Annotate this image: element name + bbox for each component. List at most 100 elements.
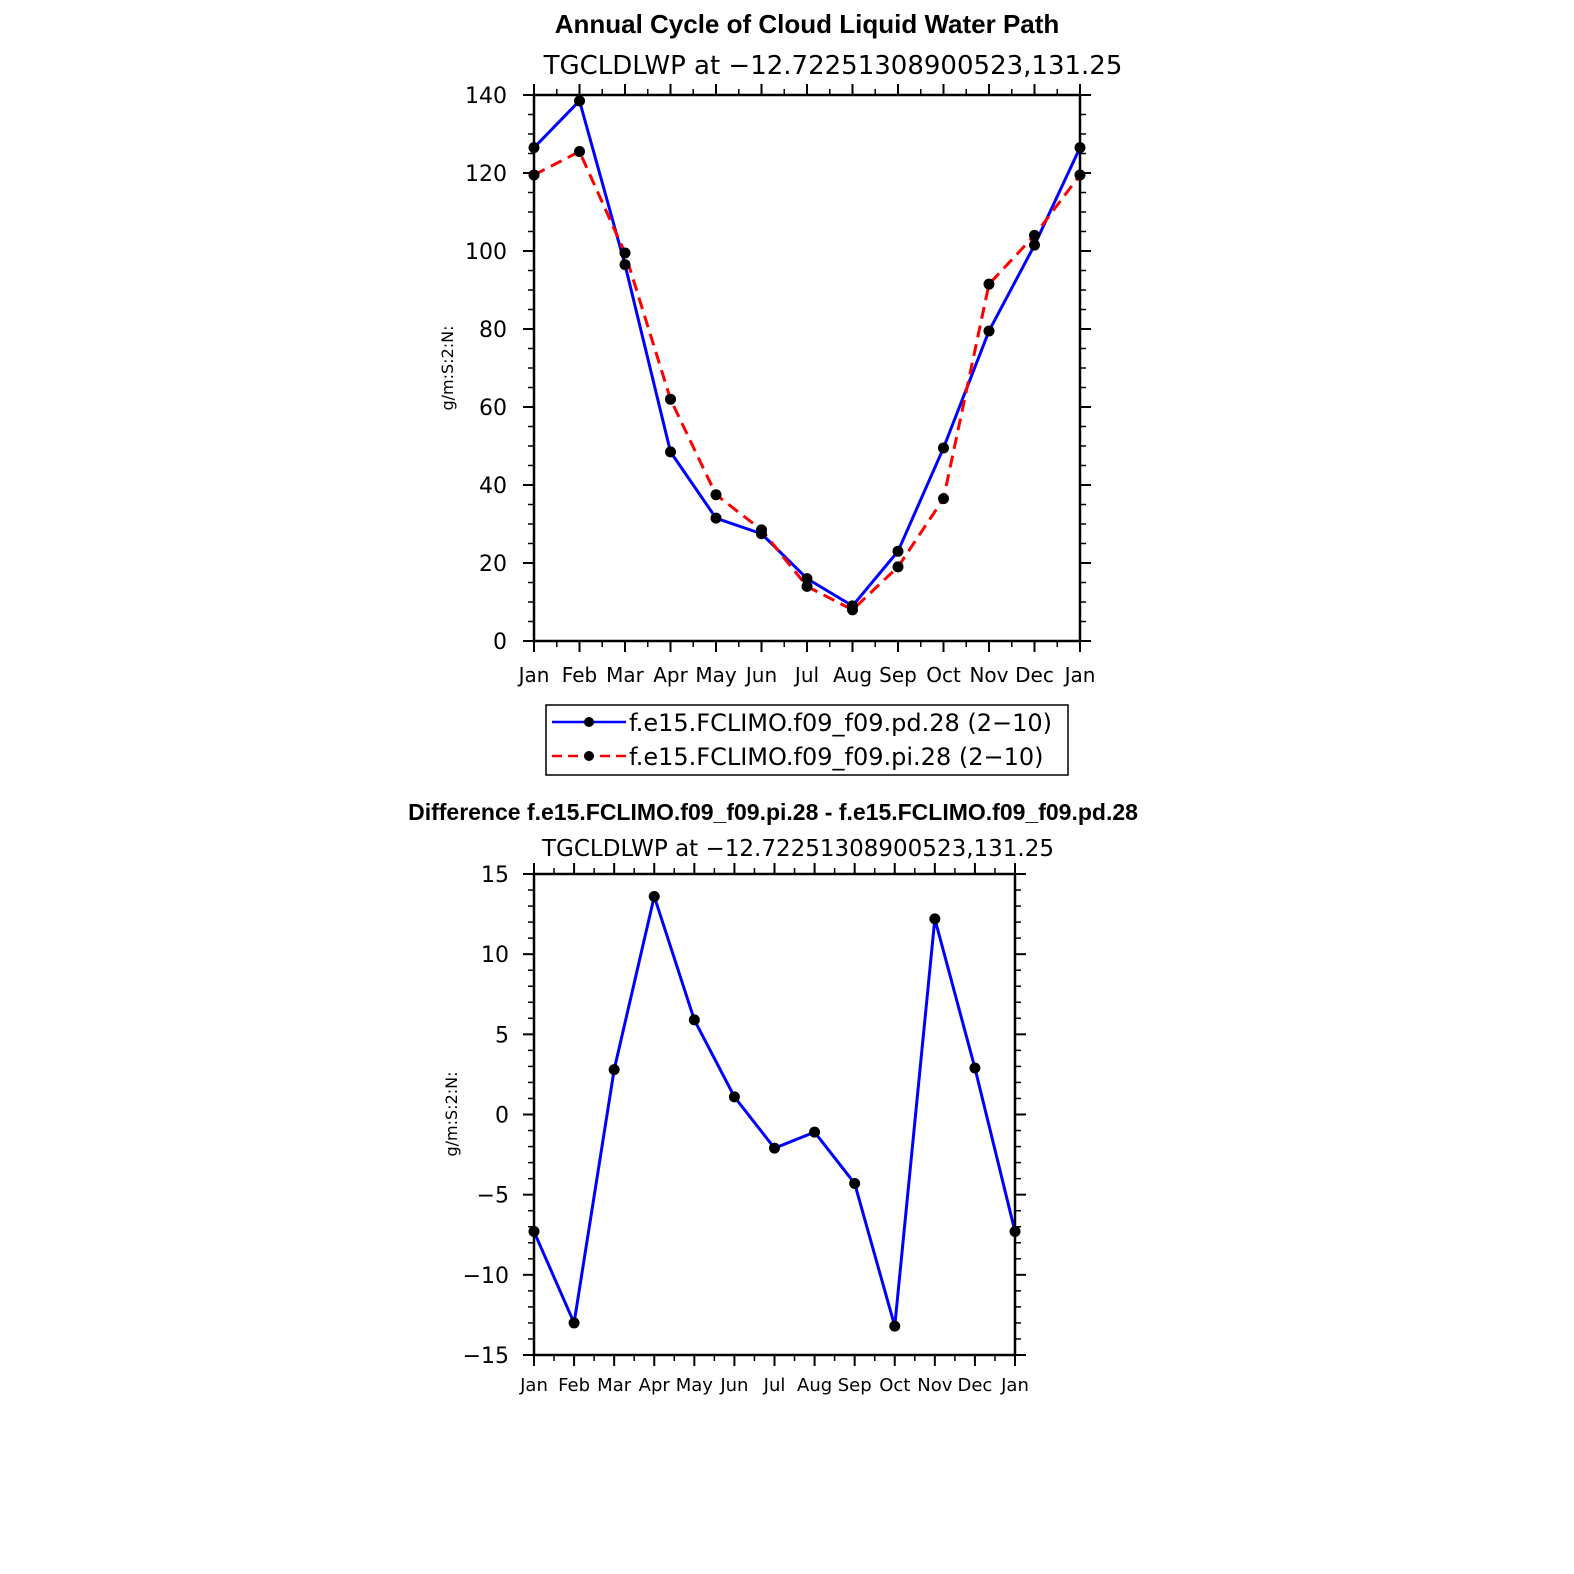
c1-y-tick-label: 60 xyxy=(479,396,507,421)
c2-x-tick-label: Feb xyxy=(558,1375,590,1396)
c1-x-tick-label: Nov xyxy=(969,663,1008,687)
c1-x-tick-label: Feb xyxy=(562,663,597,687)
c1-x-tick-label: Aug xyxy=(833,663,872,687)
c1-data-point xyxy=(1029,239,1040,251)
chart2-plot-frame xyxy=(532,872,1017,1357)
c1-data-point xyxy=(801,580,813,592)
c2-y-tick-label: 10 xyxy=(481,943,509,968)
c2-x-tick-label: Jan xyxy=(519,1375,548,1396)
c1-x-tick-label: Jun xyxy=(744,663,777,687)
c2-data-point xyxy=(648,890,660,902)
c1-data-point xyxy=(938,442,949,454)
c1-x-tick-label: Mar xyxy=(606,663,645,687)
c2-x-tick-label: May xyxy=(676,1375,714,1396)
c2-data-point xyxy=(889,1320,901,1332)
c2-x-tick-label: Jan xyxy=(1000,1375,1029,1396)
c1-data-point xyxy=(892,545,904,557)
c1-x-tick-label: Jan xyxy=(517,663,550,687)
c2-data-point xyxy=(849,1177,861,1189)
chart1-y-tick-labels: 0 20 40 60 80 100 120 140 xyxy=(465,84,507,655)
c1-y-tick-label: 20 xyxy=(479,552,507,577)
c1-x-tick-label: Dec xyxy=(1015,663,1054,687)
c2-data-point xyxy=(809,1126,821,1138)
c2-y-tick-label: −15 xyxy=(463,1344,509,1369)
chart2-y-axis-label: g/m:S:2:N: xyxy=(442,1072,461,1157)
c1-data-point xyxy=(710,512,722,524)
c1-x-tick-label: Jan xyxy=(1063,663,1096,687)
legend-marker-pi xyxy=(584,751,594,761)
chart2-y-tick-labels: −15 −10 −5 0 5 10 15 xyxy=(463,863,509,1369)
c1-data-point xyxy=(619,247,631,259)
c2-y-tick-label: 0 xyxy=(495,1104,509,1129)
chart1-x-tick-labels: Jan Feb Mar Apr May Jun Jul Aug Sep Oct Nov Dec Jan xyxy=(517,663,1096,687)
c2-x-tick-label: Mar xyxy=(597,1375,632,1396)
chart1-ticks xyxy=(523,84,1091,652)
chart2-x-tick-labels: Jan Feb Mar Apr May Jun Jul Aug Sep Oct Nov Dec Jan xyxy=(519,1375,1029,1396)
c1-data-point xyxy=(983,325,995,337)
c1-y-tick-label: 120 xyxy=(465,162,507,187)
c2-x-tick-label: Nov xyxy=(917,1375,952,1396)
c1-x-tick-label: Apr xyxy=(653,663,688,687)
legend-marker-pd xyxy=(584,717,594,727)
c1-data-point xyxy=(756,524,767,536)
c2-data-point xyxy=(769,1142,780,1154)
c1-series-line-0 xyxy=(532,99,1082,608)
c2-x-tick-label: Jul xyxy=(763,1375,786,1396)
c1-data-point xyxy=(938,493,949,505)
c1-series-line-1 xyxy=(533,150,1082,612)
c1-data-point xyxy=(665,393,676,405)
c1-x-tick-label: Jul xyxy=(793,663,819,687)
c2-x-tick-label: Oct xyxy=(879,1375,910,1396)
c2-x-tick-label: Dec xyxy=(957,1375,992,1396)
c2-data-point xyxy=(728,1091,740,1103)
c1-data-point xyxy=(1029,229,1040,241)
c1-data-point xyxy=(710,489,722,501)
c1-data-point xyxy=(574,95,585,107)
c1-x-tick-label: Oct xyxy=(926,663,961,687)
c1-data-point xyxy=(619,259,631,271)
c1-y-tick-label: 80 xyxy=(479,318,507,343)
c1-x-tick-label: May xyxy=(695,663,737,687)
c1-y-tick-label: 100 xyxy=(465,240,507,265)
c1-y-tick-label: 140 xyxy=(465,84,507,109)
c1-data-point xyxy=(574,146,585,158)
c2-data-point xyxy=(969,1062,981,1074)
c1-x-tick-label: Sep xyxy=(879,663,917,687)
c2-x-tick-label: Apr xyxy=(639,1375,671,1396)
chart1-title: Annual Cycle of Cloud Liquid Water Path xyxy=(555,9,1060,39)
c1-data-point xyxy=(665,446,676,458)
c2-data-point xyxy=(929,913,941,925)
c1-y-tick-label: 0 xyxy=(493,630,507,655)
annual-cycle-chart: Annual Cycle of Cloud Liquid Water Path … xyxy=(438,9,1123,776)
chart1-plot-frame xyxy=(532,93,1082,643)
difference-chart: Difference f.e15.FCLIMO.f09_f09.pi.28 - … xyxy=(408,799,1138,1396)
chart2-ticks xyxy=(523,863,1026,1366)
chart1-legend: f.e15.FCLIMO.f09_f09.pd.28 (2−10) f.e15.… xyxy=(545,704,1069,776)
c2-data-point xyxy=(688,1014,700,1026)
c2-y-tick-label: −5 xyxy=(477,1184,509,1209)
c2-x-tick-label: Jun xyxy=(719,1375,748,1396)
c1-y-tick-label: 40 xyxy=(479,474,507,499)
chart2-series xyxy=(528,890,1021,1332)
chart2-subtitle: TGCLDLWP at −12.72251308900523,131.25 xyxy=(541,836,1054,862)
c1-data-point xyxy=(983,278,995,290)
c2-x-tick-label: Aug xyxy=(797,1375,832,1396)
chart1-series xyxy=(528,95,1086,616)
c2-y-tick-label: 15 xyxy=(481,863,509,888)
chart2-title: Difference f.e15.FCLIMO.f09_f09.pi.28 - … xyxy=(408,799,1138,825)
legend-label-pd: f.e15.FCLIMO.f09_f09.pd.28 (2−10) xyxy=(629,709,1052,737)
c1-data-point xyxy=(847,604,858,616)
c1-data-point xyxy=(892,561,904,573)
c2-data-point xyxy=(608,1064,620,1076)
c2-y-tick-label: −10 xyxy=(463,1264,509,1289)
chart1-y-axis-label: g/m:S:2:N: xyxy=(438,326,457,411)
c2-series-line-0 xyxy=(532,894,1017,1328)
legend-label-pi: f.e15.FCLIMO.f09_f09.pi.28 (2−10) xyxy=(629,743,1043,771)
c2-data-point xyxy=(568,1317,580,1329)
chart1-subtitle: TGCLDLWP at −12.72251308900523,131.25 xyxy=(543,51,1123,81)
legend-box xyxy=(545,704,1069,776)
c1-data-point xyxy=(801,573,813,585)
c2-y-tick-label: 5 xyxy=(495,1023,509,1048)
c2-x-tick-label: Sep xyxy=(838,1375,872,1396)
